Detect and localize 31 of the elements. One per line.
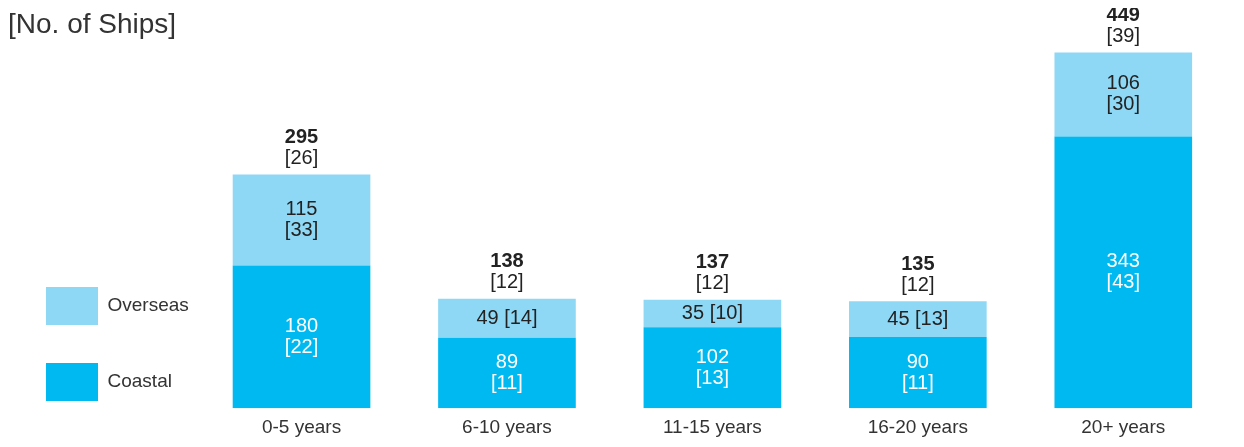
x-tick-label: 16-20 years	[867, 415, 969, 437]
x-tick-label: 11-15 years	[662, 415, 762, 437]
bar	[232, 174, 371, 266]
total-label: 137 [12]	[695, 250, 730, 294]
data-label: 343 [43]	[1106, 249, 1140, 293]
bar	[438, 298, 576, 338]
x-tick-label: 6-10 years	[462, 415, 552, 437]
x-tick-label: 20+ years	[1081, 415, 1166, 437]
legend-label: Overseas	[107, 294, 189, 316]
bar	[849, 336, 987, 409]
bar	[1054, 52, 1193, 137]
data-label: 45 [13]	[887, 306, 949, 329]
bar	[1054, 136, 1193, 409]
data-label: 89 [11]	[491, 349, 523, 393]
bar	[849, 301, 987, 337]
data-label: 49 [14]	[476, 305, 538, 328]
total-label: 295 [26]	[284, 124, 319, 168]
bar	[232, 265, 371, 409]
data-label: 35 [10]	[681, 301, 743, 324]
bar	[438, 337, 576, 409]
data-label: 102 [13]	[695, 344, 730, 388]
data-label: 115 [33]	[284, 197, 319, 241]
total-label: 135 [12]	[901, 251, 935, 295]
chart-title: [No. of Ships]	[8, 7, 177, 39]
data-label: 106 [30]	[1106, 71, 1140, 115]
bar	[643, 327, 782, 409]
legend-label: Coastal	[107, 370, 172, 392]
data-label: 180 [22]	[284, 313, 319, 357]
total-label: 138 [12]	[490, 249, 524, 293]
data-label: 90 [11]	[901, 349, 934, 393]
x-tick-label: 0-5 years	[261, 415, 342, 437]
